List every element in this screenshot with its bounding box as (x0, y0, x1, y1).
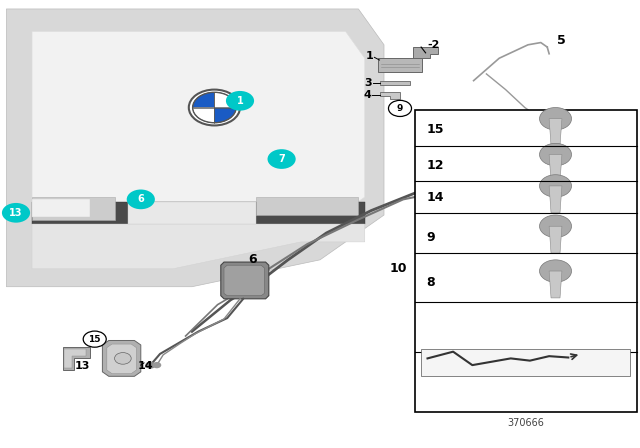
Text: 14: 14 (426, 190, 444, 204)
Circle shape (540, 175, 572, 197)
Circle shape (189, 90, 240, 125)
Text: 12: 12 (426, 159, 444, 172)
Polygon shape (32, 197, 115, 220)
Text: 8: 8 (490, 153, 497, 163)
Circle shape (540, 108, 572, 130)
Wedge shape (193, 108, 214, 123)
Polygon shape (128, 202, 256, 224)
Circle shape (540, 143, 572, 166)
Text: 9: 9 (426, 231, 435, 244)
Polygon shape (64, 349, 86, 368)
Circle shape (145, 362, 156, 369)
Polygon shape (541, 119, 573, 148)
Text: 7: 7 (278, 154, 285, 164)
Text: 13: 13 (9, 208, 23, 218)
Polygon shape (549, 119, 562, 146)
Polygon shape (221, 262, 269, 299)
Circle shape (268, 149, 296, 169)
Polygon shape (538, 116, 576, 157)
Polygon shape (32, 202, 365, 224)
Text: 6: 6 (138, 194, 144, 204)
Text: 15: 15 (426, 123, 444, 137)
Polygon shape (63, 347, 90, 370)
Polygon shape (378, 58, 422, 72)
Polygon shape (32, 224, 365, 269)
Text: 7: 7 (483, 193, 490, 203)
Polygon shape (256, 197, 358, 215)
Text: 1: 1 (237, 96, 243, 106)
Polygon shape (6, 9, 384, 287)
Text: 15: 15 (88, 335, 101, 344)
Text: 370666: 370666 (508, 418, 544, 428)
Text: 6: 6 (248, 253, 257, 267)
Text: 8: 8 (426, 276, 435, 289)
Text: 12: 12 (502, 130, 515, 139)
Circle shape (152, 362, 161, 368)
Circle shape (497, 126, 520, 142)
Polygon shape (549, 155, 562, 181)
Polygon shape (470, 155, 486, 160)
Polygon shape (413, 47, 438, 58)
Text: 14: 14 (138, 361, 153, 371)
Polygon shape (380, 92, 400, 99)
Circle shape (83, 331, 106, 347)
Text: 5: 5 (557, 34, 566, 47)
Circle shape (2, 203, 30, 223)
Circle shape (540, 215, 572, 237)
Text: -12: -12 (522, 129, 541, 139)
Wedge shape (214, 92, 236, 108)
Text: 3: 3 (364, 78, 372, 88)
Circle shape (388, 100, 412, 116)
Polygon shape (102, 340, 141, 376)
Polygon shape (32, 199, 90, 217)
Polygon shape (224, 265, 264, 296)
FancyBboxPatch shape (415, 110, 637, 412)
Text: 4: 4 (364, 90, 371, 100)
Wedge shape (214, 108, 236, 123)
Circle shape (115, 353, 131, 364)
Polygon shape (32, 31, 365, 269)
Polygon shape (448, 168, 512, 195)
Text: -11: -11 (580, 129, 600, 139)
Text: 9: 9 (397, 104, 403, 113)
Polygon shape (380, 81, 410, 85)
Text: 10: 10 (389, 262, 406, 276)
Polygon shape (421, 349, 630, 376)
Circle shape (226, 91, 254, 111)
Polygon shape (107, 344, 136, 374)
Polygon shape (452, 171, 508, 192)
Text: -2: -2 (428, 40, 440, 50)
Circle shape (127, 190, 155, 209)
Circle shape (540, 260, 572, 282)
Text: 13: 13 (74, 361, 90, 371)
Polygon shape (549, 271, 562, 298)
Polygon shape (549, 186, 562, 213)
Text: 1: 1 (365, 51, 373, 61)
Polygon shape (549, 226, 562, 253)
Wedge shape (193, 92, 214, 108)
